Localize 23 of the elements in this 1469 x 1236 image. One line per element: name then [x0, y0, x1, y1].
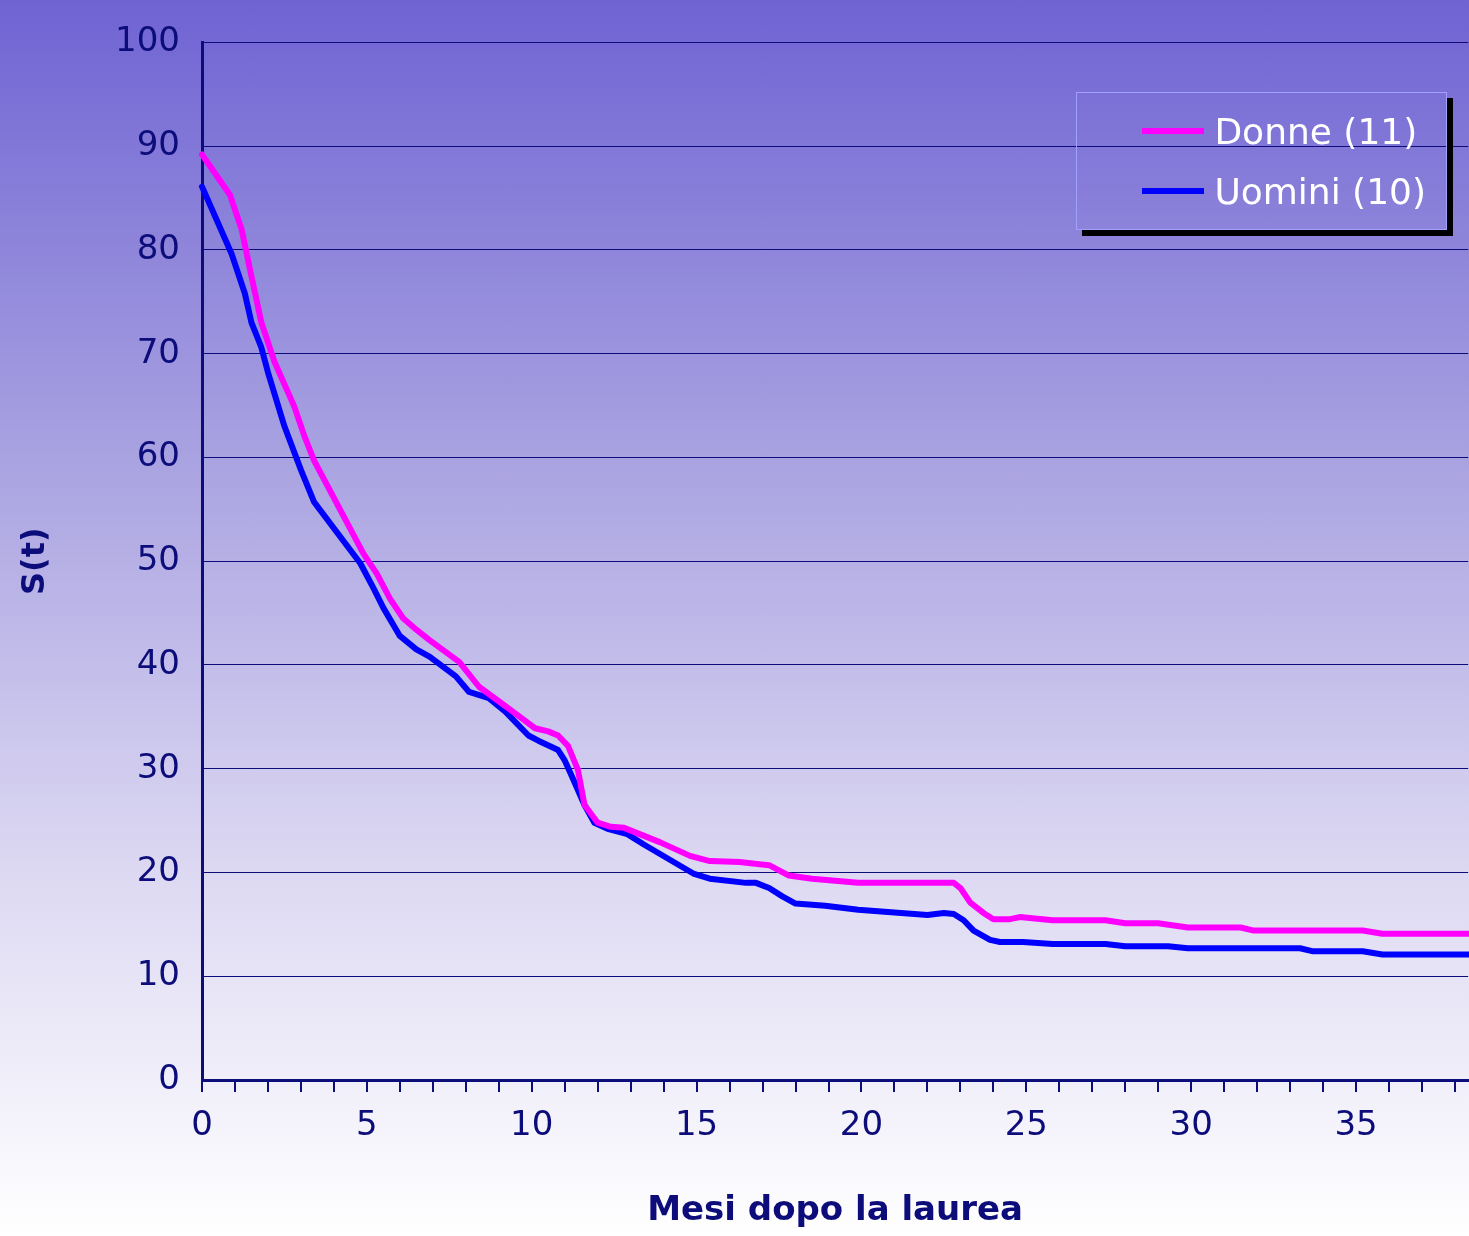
y-tick-label: 30 — [136, 745, 180, 786]
x-tick-label: 35 — [1334, 1103, 1378, 1144]
y-tick-label: 60 — [136, 434, 180, 475]
y-tick-label: 20 — [136, 849, 180, 890]
x-tick-label: 20 — [839, 1103, 884, 1144]
x-tick-label: 0 — [191, 1103, 213, 1144]
y-tick-label: 70 — [136, 330, 180, 371]
x-tick-label: 15 — [674, 1103, 719, 1144]
y-tick-label: 90 — [136, 122, 180, 163]
y-tick-label: 50 — [136, 538, 180, 579]
x-tick-label: 30 — [1169, 1103, 1213, 1144]
y-tick-label: 0 — [158, 1056, 180, 1097]
legend-label: Donne (11) — [1214, 110, 1418, 152]
x-tick-label: 25 — [1004, 1103, 1048, 1144]
y-tick-label: 40 — [136, 641, 180, 682]
x-tick-label: 10 — [510, 1103, 554, 1144]
y-tick-label: 80 — [136, 226, 180, 267]
y-tick-label: 100 — [115, 19, 180, 60]
y-axis-title: S(t) — [13, 527, 52, 595]
y-tick-label: 10 — [136, 953, 180, 994]
x-axis-title: Mesi dopo la laurea — [647, 1188, 1024, 1229]
x-tick-label: 5 — [356, 1103, 378, 1144]
legend-label: Uomini (10) — [1214, 170, 1426, 212]
